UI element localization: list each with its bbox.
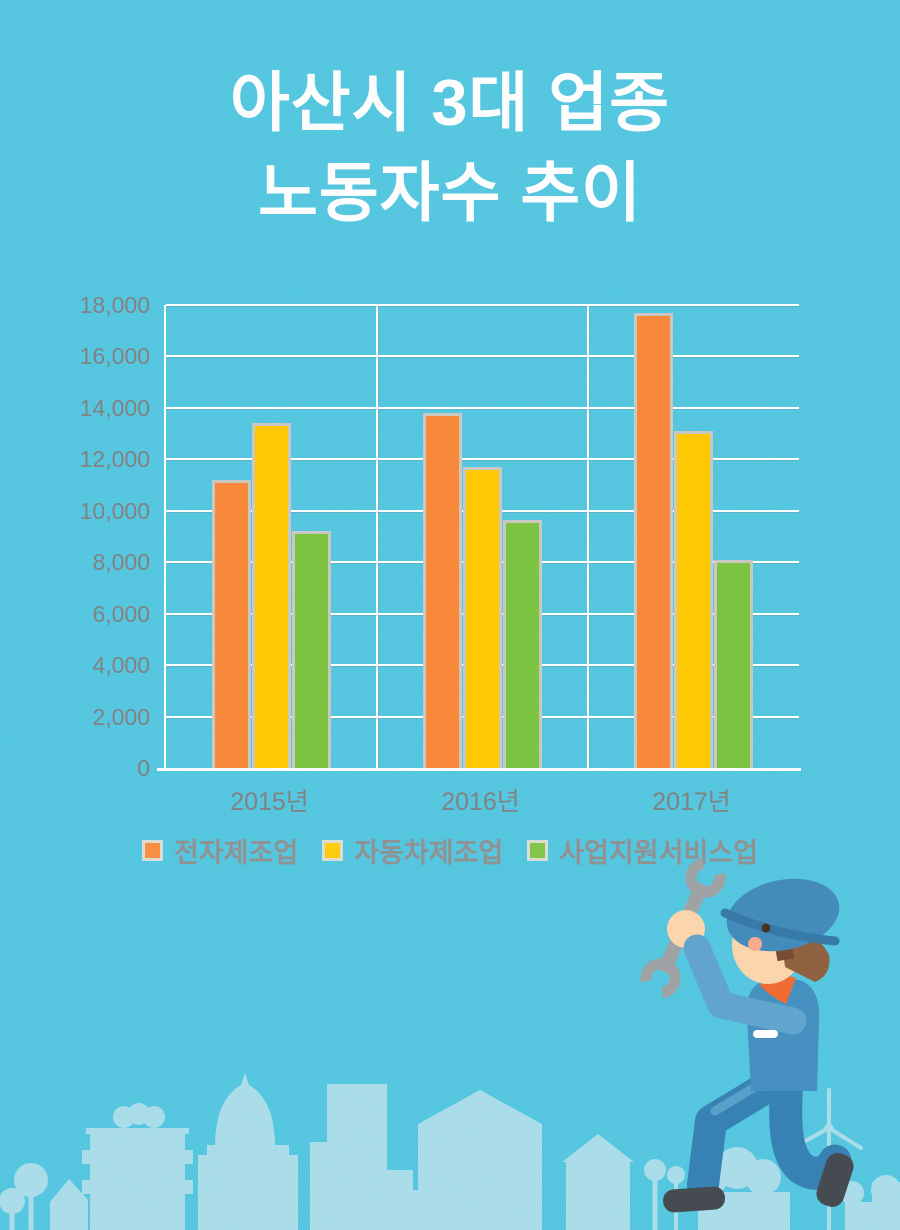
y-tick-label: 6,000 (92, 600, 150, 627)
worker-cap-button (821, 893, 837, 909)
y-axis-labels: 0 2,000 4,000 6,000 8,000 10,000 12,000 14,000 1… (0, 292, 150, 781)
category-divider (376, 305, 378, 768)
legend-item: 자동차제조업 (322, 831, 503, 870)
x-tick-label: 2015년 (230, 788, 309, 816)
plot-area (157, 304, 801, 771)
legend-label: 전자제조업 (174, 838, 299, 868)
bar-전자제조업-2015년 (211, 479, 251, 771)
gridline (166, 355, 799, 358)
gridline (166, 304, 799, 306)
bar-자동차제조업-2017년 (673, 431, 713, 771)
bar-사업지원서비스업-2015년 (291, 531, 331, 771)
x-tick-label: 2017년 (652, 788, 731, 816)
category-divider (587, 305, 589, 768)
bar-사업지원서비스업-2016년 (502, 519, 542, 771)
worker-front-shoe (663, 1186, 726, 1213)
y-tick-label: 18,000 (79, 292, 150, 318)
bar-전자제조업-2017년 (633, 312, 673, 771)
legend-label: 자동차제조업 (354, 838, 504, 868)
y-tick-label: 10,000 (79, 497, 150, 524)
bar-전자제조업-2016년 (422, 413, 462, 771)
y-tick-label: 0 (137, 755, 150, 781)
y-tick-label: 14,000 (79, 394, 150, 421)
y-tick-label: 4,000 (92, 652, 150, 679)
y-tick-label: 8,000 (92, 549, 150, 576)
bar-자동차제조업-2015년 (251, 423, 291, 771)
legend-swatch (527, 840, 549, 861)
legend-swatch (142, 840, 163, 861)
y-tick-label: 16,000 (79, 343, 150, 370)
legend-swatch (322, 840, 344, 861)
worker-pocket (753, 1030, 778, 1038)
bar-자동차제조업-2016년 (462, 467, 502, 771)
gridline (166, 406, 799, 409)
worker-head (720, 878, 840, 984)
bar-사업지원서비스업-2017년 (713, 559, 753, 771)
worker-illustration (640, 857, 854, 1213)
y-tick-label: 12,000 (79, 446, 150, 473)
x-axis-labels: 2015년 2016년 2017년 (164, 782, 797, 816)
x-axis-baseline (157, 768, 801, 771)
x-tick-label: 2016년 (441, 788, 520, 816)
y-tick-label: 2,000 (92, 703, 150, 730)
legend-item: 전자제조업 (142, 831, 298, 870)
worker-cheek (748, 937, 762, 951)
worker-eye (761, 923, 771, 933)
